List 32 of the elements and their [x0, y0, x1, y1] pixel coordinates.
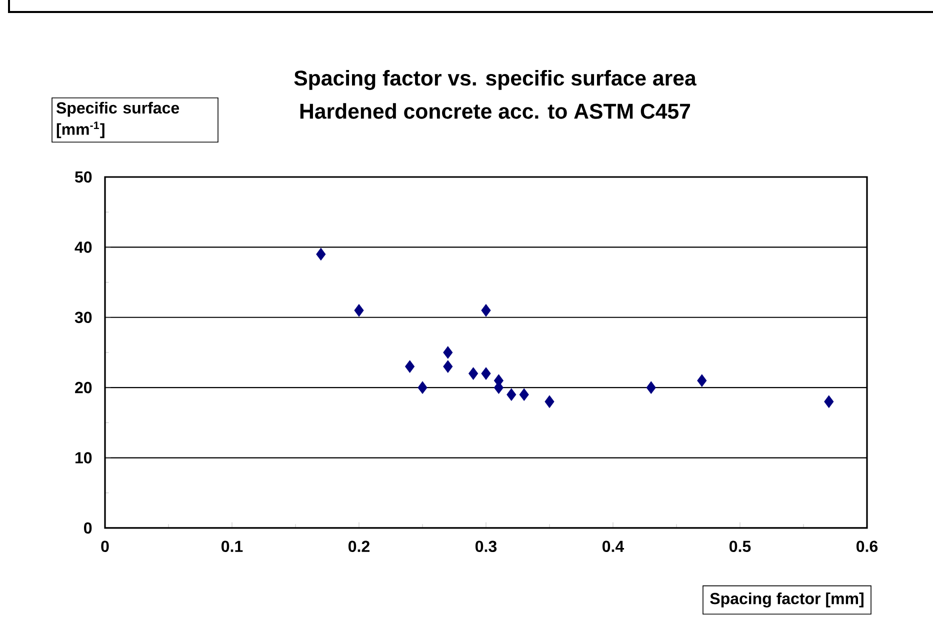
x-tick-label: 0.2: [348, 540, 370, 552]
point: [544, 395, 554, 408]
point: [697, 374, 707, 387]
point: [443, 360, 453, 373]
point: [481, 367, 491, 380]
point: [316, 248, 326, 260]
point: [481, 304, 491, 317]
chart-subtitle: Hardened concrete acc. to ASTM C457: [300, 103, 690, 119]
x-tick-label: 0.5: [730, 540, 751, 552]
y-tick-label: 30: [74, 312, 92, 324]
point: [519, 388, 529, 401]
x-tick-label: 0.1: [222, 540, 243, 552]
point: [468, 367, 478, 380]
x-tick-label: 0.6: [856, 540, 878, 552]
point: [824, 395, 834, 408]
x-axis-title: Spacing factor [mm]: [710, 592, 864, 608]
x-tick-label: 0.3: [476, 540, 497, 552]
y-tick-label: 40: [74, 242, 92, 253]
point: [506, 388, 516, 401]
chart-title: Spacing factor vs. specific surface area: [294, 70, 696, 90]
y-tick-label: 10: [76, 452, 92, 464]
point: [418, 381, 428, 394]
y-tick-label: 50: [75, 171, 92, 183]
point: [405, 360, 415, 373]
y-axis-title: Specific surface [mm$^{-1}$]: [56, 102, 180, 138]
x-tick-label: 0: [101, 540, 109, 552]
y-tick-label: 20: [75, 382, 92, 394]
point: [646, 381, 656, 394]
point: [443, 346, 453, 359]
point: [354, 304, 364, 317]
x-tick-label: 0.4: [602, 540, 624, 552]
y-tick-label: 0: [84, 522, 92, 534]
